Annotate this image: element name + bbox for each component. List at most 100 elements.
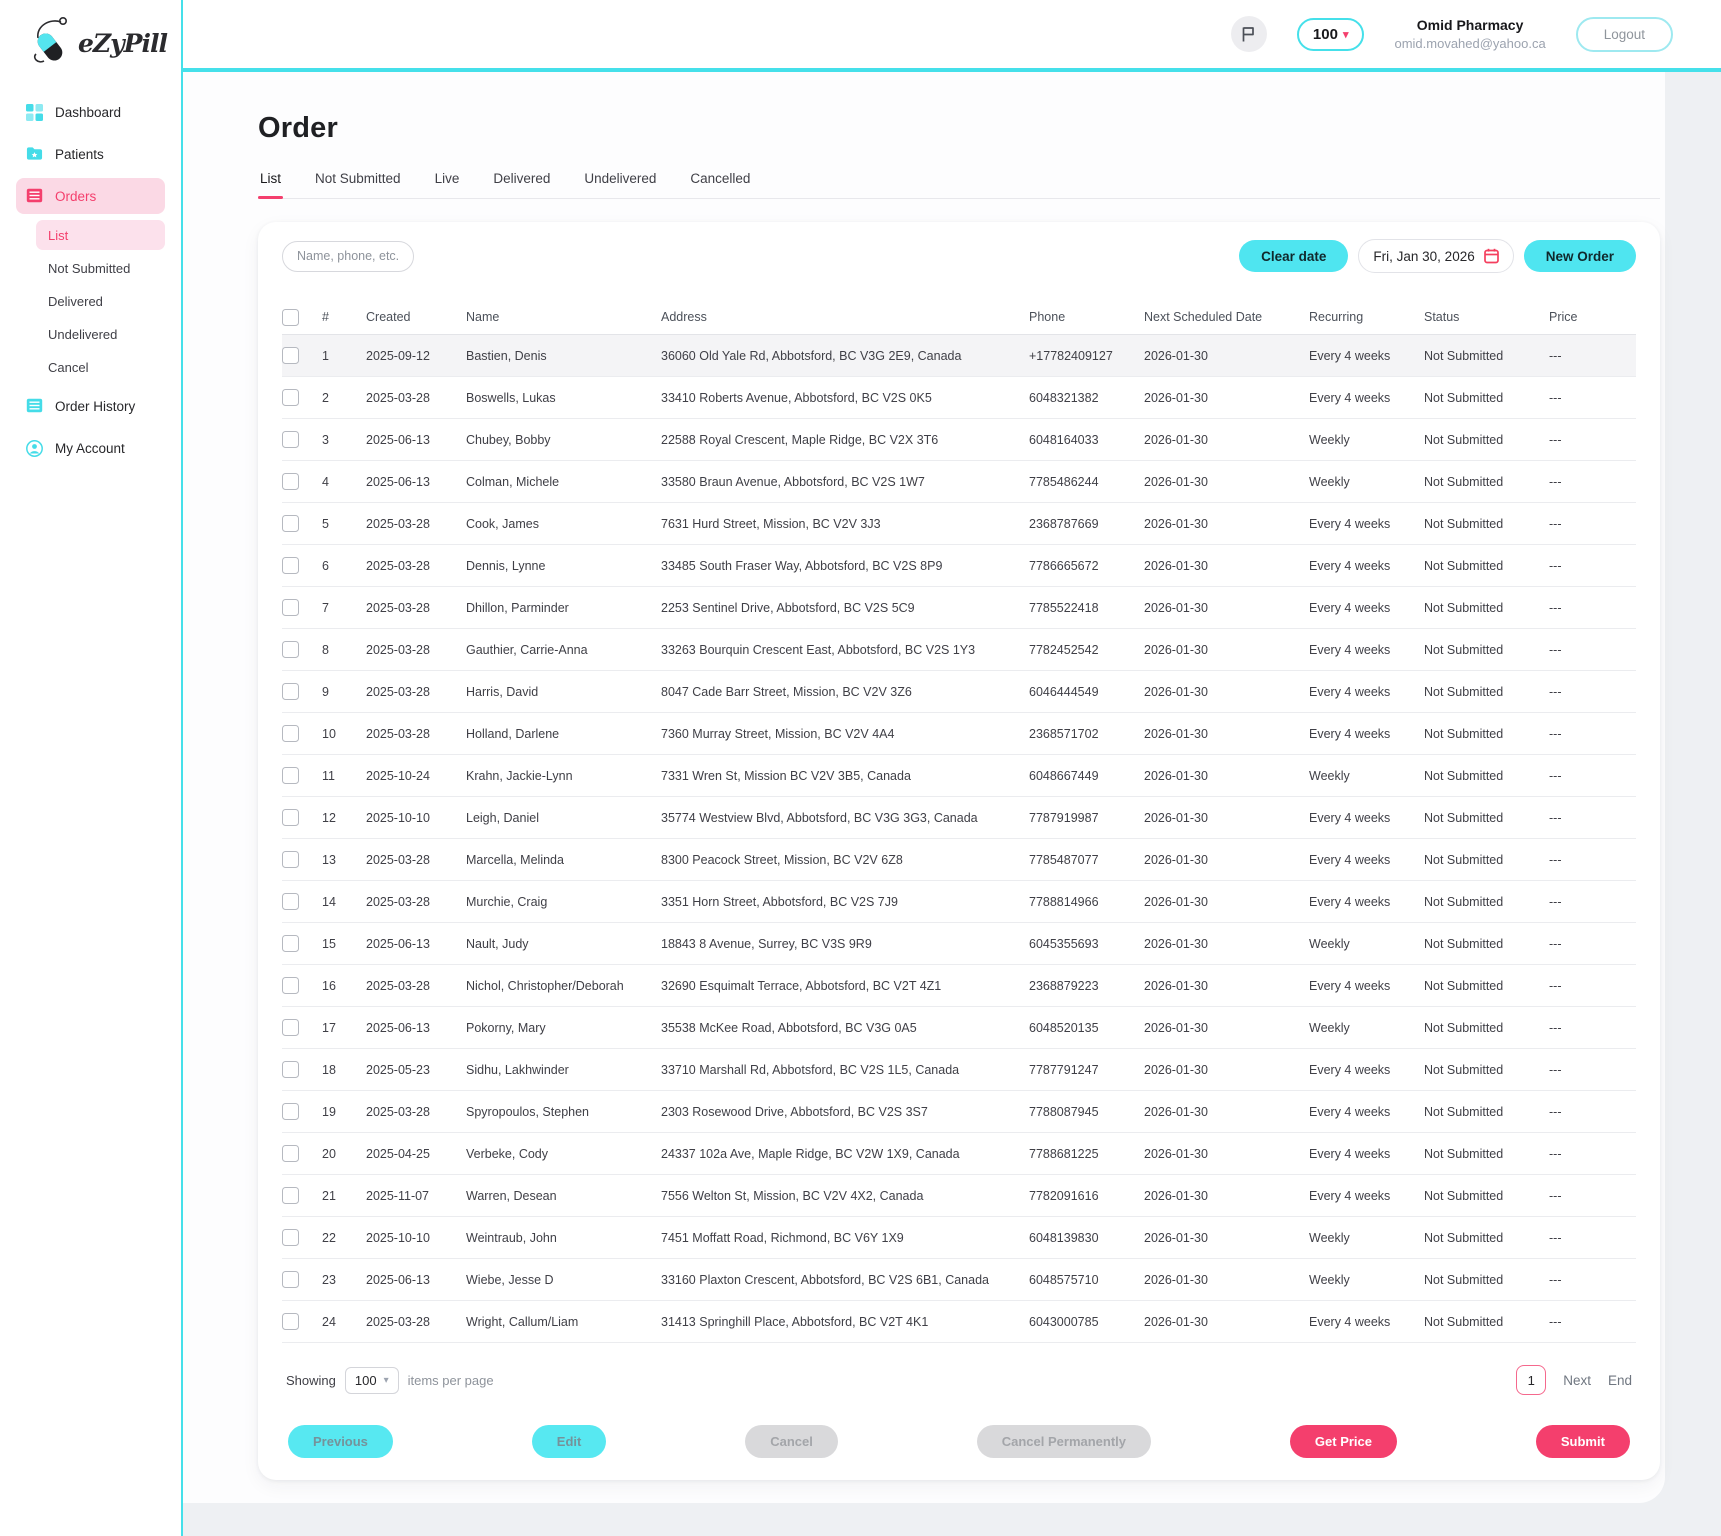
table-row[interactable]: 13 2025-03-28 Marcella, Melinda 8300 Peacoc…: [282, 839, 1636, 881]
cell-recurring: Every 4 weeks: [1309, 348, 1391, 363]
per-page-select[interactable]: 100 ▾: [344, 1366, 399, 1394]
row-checkbox[interactable]: [282, 515, 299, 532]
table-row[interactable]: 10 2025-03-28 Holland, Darlene 7360 Murray …: [282, 713, 1636, 755]
row-checkbox[interactable]: [282, 557, 299, 574]
table-row[interactable]: 6 2025-03-28 Dennis, Lynne 33485 South Fras…: [282, 545, 1636, 587]
tab-cancelled[interactable]: Cancelled: [690, 171, 751, 186]
get-price-button[interactable]: Get Price: [1289, 1425, 1397, 1458]
next-page-link[interactable]: Next: [1563, 1372, 1591, 1388]
cell-created: 2025-05-23: [366, 1062, 430, 1077]
table-row[interactable]: 1 2025-09-12 Bastien, Denis 36060 Old Yale …: [282, 335, 1636, 377]
row-checkbox[interactable]: [282, 1313, 299, 1330]
table-row[interactable]: 7 2025-03-28 Dhillon, Parminder 2253 Sentin…: [282, 587, 1636, 629]
tab-list[interactable]: List: [258, 171, 284, 199]
table-row[interactable]: 18 2025-05-23 Sidhu, Lakhwinder 33710 Marsh…: [282, 1049, 1636, 1091]
edit-button[interactable]: Edit: [531, 1425, 607, 1458]
row-checkbox[interactable]: [282, 767, 299, 784]
row-checkbox[interactable]: [282, 935, 299, 952]
table-row[interactable]: 22 2025-10-10 Weintraub, John 7451 Moffatt …: [282, 1217, 1636, 1259]
logo-pill-icon: [28, 14, 74, 73]
table-row[interactable]: 23 2025-06-13 Wiebe, Jesse D 33160 Plaxton …: [282, 1259, 1636, 1301]
table-row[interactable]: 24 2025-03-28 Wright, Callum/Liam 31413 Spr…: [282, 1301, 1636, 1343]
previous-button[interactable]: Previous: [288, 1425, 393, 1458]
sidebar-item-orders[interactable]: Orders: [16, 178, 165, 214]
row-checkbox[interactable]: [282, 1061, 299, 1078]
table-row[interactable]: 21 2025-11-07 Warren, Desean 7556 Welton St…: [282, 1175, 1636, 1217]
sidebar-subitem-not-submitted[interactable]: Not Submitted: [48, 260, 131, 276]
sidebar-subitem-cancel[interactable]: Cancel: [48, 359, 89, 375]
sidebar-item-dashboard[interactable]: Dashboard: [16, 94, 165, 130]
sidebar-item-my-account[interactable]: My Account: [16, 430, 165, 466]
table-row[interactable]: 19 2025-03-28 Spyropoulos, Stephen 2303 Ros…: [282, 1091, 1636, 1133]
cell-num: 11: [322, 768, 335, 783]
row-checkbox[interactable]: [282, 473, 299, 490]
sidebar-item-patients[interactable]: Patients: [16, 136, 165, 172]
counter-dropdown[interactable]: 100 ▾: [1296, 17, 1365, 51]
tab-live[interactable]: Live: [434, 171, 460, 186]
table-row[interactable]: 11 2025-10-24 Krahn, Jackie-Lynn 7331 Wren …: [282, 755, 1636, 797]
row-checkbox[interactable]: [282, 809, 299, 826]
sidebar-subitem-list[interactable]: List: [36, 220, 165, 250]
tab-undelivered[interactable]: Undelivered: [584, 171, 657, 186]
row-checkbox[interactable]: [282, 431, 299, 448]
tab-delivered[interactable]: Delivered: [493, 171, 551, 186]
end-page-link[interactable]: End: [1607, 1372, 1632, 1388]
table-row[interactable]: 4 2025-06-13 Colman, Michele 33580 Braun Av…: [282, 461, 1636, 503]
table-row[interactable]: 15 2025-06-13 Nault, Judy 18843 8 Avenue, S…: [282, 923, 1636, 965]
row-checkbox[interactable]: [282, 599, 299, 616]
row-checkbox[interactable]: [282, 1271, 299, 1288]
table-row[interactable]: 17 2025-06-13 Pokorny, Mary 35538 McKee Roa…: [282, 1007, 1636, 1049]
cell-created: 2025-06-13: [366, 432, 430, 447]
row-checkbox[interactable]: [282, 1229, 299, 1246]
cell-next: 2026-01-30: [1144, 894, 1208, 909]
table-row[interactable]: 20 2025-04-25 Verbeke, Cody 24337 102a Ave,…: [282, 1133, 1636, 1175]
cell-name: Warren, Desean: [466, 1188, 557, 1203]
logo[interactable]: eZyPill: [0, 8, 181, 80]
flag-button[interactable]: [1230, 16, 1267, 52]
row-checkbox[interactable]: [282, 389, 299, 406]
row-checkbox[interactable]: [282, 1145, 299, 1162]
row-checkbox[interactable]: [282, 1019, 299, 1036]
calendar-icon: [1483, 248, 1499, 264]
cell-price: ---: [1549, 558, 1562, 573]
page-number-box[interactable]: 1: [1516, 1365, 1547, 1395]
select-all-checkbox[interactable]: [282, 308, 299, 326]
date-picker-field[interactable]: Fri, Jan 30, 2026: [1358, 239, 1514, 273]
cancel-permanently-button[interactable]: Cancel Permanently: [976, 1425, 1152, 1458]
row-checkbox[interactable]: [282, 683, 299, 700]
account-info: Omid Pharmacy omid.movahed@yahoo.ca: [1394, 16, 1545, 52]
logout-button[interactable]: Logout: [1575, 16, 1673, 52]
search-input[interactable]: [282, 240, 414, 272]
row-checkbox[interactable]: [282, 1187, 299, 1204]
sidebar-subitem-delivered[interactable]: Delivered: [48, 293, 103, 309]
sidebar-nav: Dashboard Patients Orders List Not Submitted…: [0, 94, 181, 466]
row-checkbox[interactable]: [282, 851, 299, 868]
table-row[interactable]: 14 2025-03-28 Murchie, Craig 3351 Horn Stre…: [282, 881, 1636, 923]
cancel-button[interactable]: Cancel: [745, 1425, 838, 1458]
tab-not-submitted[interactable]: Not Submitted: [315, 171, 401, 186]
cell-phone: 7787919987: [1029, 810, 1099, 825]
row-checkbox[interactable]: [282, 977, 299, 994]
row-checkbox[interactable]: [282, 347, 299, 364]
clear-date-button[interactable]: Clear date: [1239, 240, 1349, 272]
table-row[interactable]: 3 2025-06-13 Chubey, Bobby 22588 Royal Cres…: [282, 419, 1636, 461]
table-row[interactable]: 12 2025-10-10 Leigh, Daniel 35774 Westview …: [282, 797, 1636, 839]
sidebar-subitem-undelivered[interactable]: Undelivered: [48, 326, 118, 342]
table-row[interactable]: 8 2025-03-28 Gauthier, Carrie-Anna 33263 Bo…: [282, 629, 1636, 671]
table-row[interactable]: 2 2025-03-28 Boswells, Lukas 33410 Roberts …: [282, 377, 1636, 419]
row-checkbox[interactable]: [282, 893, 299, 910]
cell-recurring: Weekly: [1309, 432, 1350, 447]
table-row[interactable]: 9 2025-03-28 Harris, David 8047 Cade Barr S…: [282, 671, 1636, 713]
cell-name: Chubey, Bobby: [466, 432, 551, 447]
sidebar-item-order-history[interactable]: Order History: [16, 388, 165, 424]
row-checkbox[interactable]: [282, 641, 299, 658]
table-row[interactable]: 5 2025-03-28 Cook, James 7631 Hurd Street, …: [282, 503, 1636, 545]
row-checkbox[interactable]: [282, 725, 299, 742]
new-order-button[interactable]: New Order: [1523, 240, 1636, 272]
orders-icon: [26, 188, 43, 205]
table-row[interactable]: 16 2025-03-28 Nichol, Christopher/Deborah 3…: [282, 965, 1636, 1007]
row-checkbox[interactable]: [282, 1103, 299, 1120]
column-header-created: Created: [366, 310, 466, 324]
cell-status: Not Submitted: [1424, 1272, 1504, 1287]
submit-button[interactable]: Submit: [1535, 1425, 1630, 1458]
